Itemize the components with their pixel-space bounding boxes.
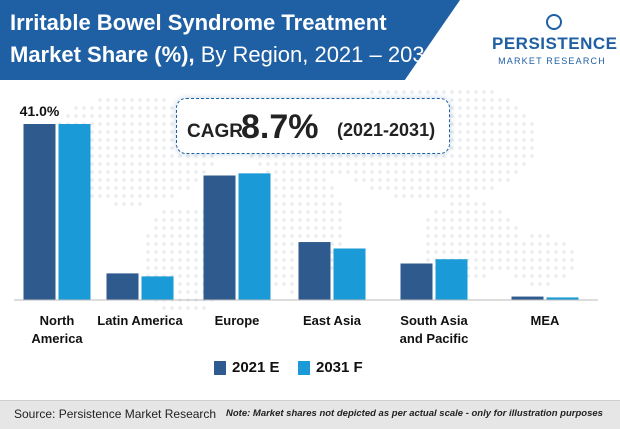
x-tick-label-latin-america: Latin America bbox=[85, 312, 195, 330]
x-tick-label-line: and Pacific bbox=[399, 331, 469, 346]
bar-2021-mea bbox=[511, 296, 544, 300]
footer-bar: Source: Persistence Market Research Note… bbox=[0, 400, 620, 429]
legend-swatch-2021 bbox=[214, 361, 226, 375]
legend-label-2031: 2031 F bbox=[316, 359, 363, 376]
cagr-value: 8.7% bbox=[241, 108, 319, 146]
logo-sub-text: MARKET RESEARCH bbox=[498, 56, 606, 66]
chart-title-subtitle: By Region, 2021 – 2031 bbox=[194, 42, 437, 67]
x-tick-label-line: South Asia bbox=[400, 313, 468, 328]
bar-2031-mea bbox=[546, 297, 579, 300]
legend-label-2021: 2021 E bbox=[232, 359, 280, 376]
bars-group bbox=[23, 124, 579, 300]
legend-swatch-2031 bbox=[298, 361, 310, 375]
x-tick-label-europe: Europe bbox=[182, 312, 292, 330]
bar-2021-east-asia bbox=[298, 242, 331, 300]
x-tick-label-mea: MEA bbox=[490, 312, 600, 330]
bar-2031-south-asia-and-pacific bbox=[435, 259, 468, 300]
x-tick-label-line: Latin America bbox=[97, 313, 183, 328]
bar-2031-europe bbox=[238, 173, 271, 300]
bar-2021-europe bbox=[203, 175, 236, 300]
data-labels-group: 41.0% bbox=[20, 103, 60, 119]
x-tick-label-east-asia: East Asia bbox=[277, 312, 387, 330]
x-tick-label-south-asia-and-pacific: South Asia and Pacific bbox=[379, 312, 489, 348]
bar-2021-south-asia-and-pacific bbox=[400, 263, 433, 300]
bar-2031-latin-america bbox=[141, 276, 174, 300]
chart-title-line1: Irritable Bowel Syndrome Treatment bbox=[10, 10, 387, 35]
cagr-label: CAGR bbox=[187, 121, 243, 142]
bar-2021-latin-america bbox=[106, 273, 139, 300]
x-tick-label-line: East Asia bbox=[302, 313, 362, 328]
x-tick-label-line: America bbox=[31, 331, 83, 346]
chart-title-bold: Market Share (%), bbox=[10, 42, 195, 67]
source-text: Source: Persistence Market Research bbox=[14, 407, 217, 421]
cagr-period: (2021-2031) bbox=[337, 120, 436, 140]
logo-main-text: PERSISTENCE bbox=[492, 34, 618, 53]
x-tick-label-line: Europe bbox=[214, 313, 260, 328]
bar-2021-north-america bbox=[23, 124, 56, 300]
bar-2031-east-asia bbox=[333, 248, 366, 300]
x-tick-label-line: North bbox=[39, 313, 75, 328]
logo-mark-icon bbox=[546, 14, 562, 30]
data-label-north-america-2021: 41.0% bbox=[20, 103, 60, 119]
title-banner bbox=[0, 0, 460, 80]
bar-2031-north-america bbox=[58, 124, 91, 300]
note-text: Note: Market shares not depicted as per … bbox=[226, 408, 603, 419]
x-tick-label-north-america: North America bbox=[2, 312, 112, 348]
cagr-callout: CAGR 8.7% (2021-2031) bbox=[176, 98, 450, 154]
chart-title-line2: Market Share (%), By Region, 2021 – 2031 bbox=[10, 42, 437, 68]
x-tick-label-line: MEA bbox=[530, 313, 560, 328]
